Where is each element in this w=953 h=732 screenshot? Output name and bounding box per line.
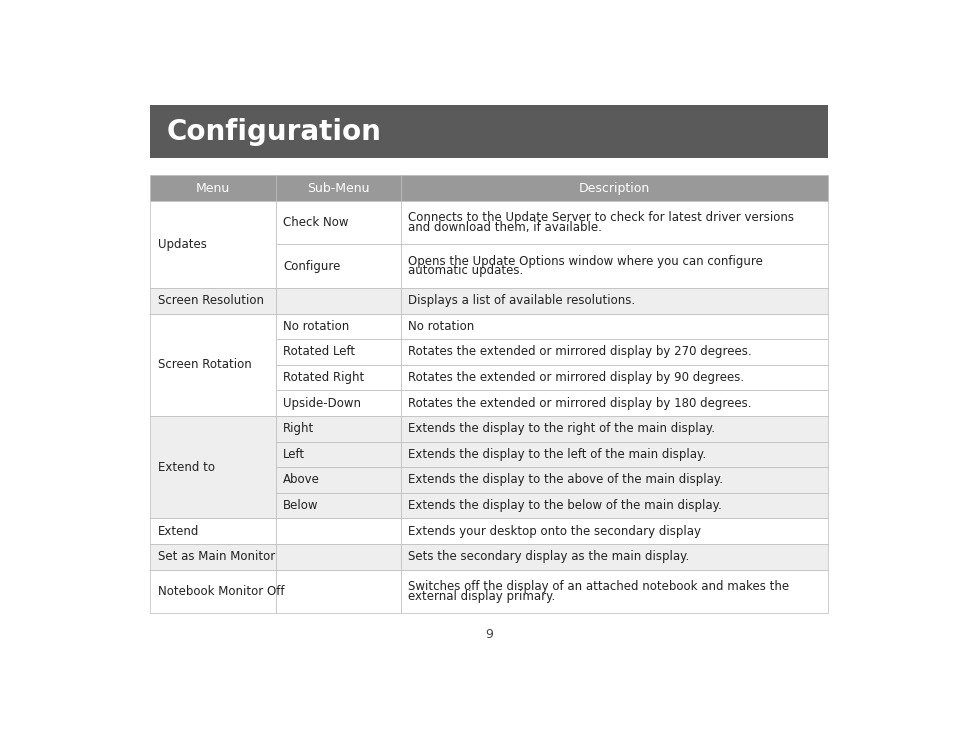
Text: Extends the display to the below of the main display.: Extends the display to the below of the … [408, 499, 721, 512]
Bar [275, 493, 400, 518]
Bar [151, 105, 826, 158]
Text: Rotates the extended or mirrored display by 180 degrees.: Rotates the extended or mirrored display… [408, 397, 751, 410]
Text: 9: 9 [484, 628, 493, 641]
Text: and download them, if available.: and download them, if available. [408, 221, 601, 234]
Text: Configure: Configure [283, 260, 340, 272]
Bar [400, 493, 826, 518]
Bar [275, 365, 400, 390]
Bar [400, 467, 826, 493]
Text: Sets the secondary display as the main display.: Sets the secondary display as the main d… [408, 550, 689, 564]
Bar [275, 441, 400, 467]
Bar [151, 416, 275, 518]
Text: Sub-Menu: Sub-Menu [307, 182, 369, 195]
Text: Switches off the display of an attached notebook and makes the: Switches off the display of an attached … [408, 580, 788, 593]
Bar [400, 365, 826, 390]
Bar [275, 518, 400, 544]
Text: Menu: Menu [195, 182, 230, 195]
Text: Extends the display to the left of the main display.: Extends the display to the left of the m… [408, 448, 705, 461]
Bar [400, 288, 826, 313]
Text: automatic updates.: automatic updates. [408, 264, 523, 277]
Bar [151, 288, 275, 313]
Text: No rotation: No rotation [408, 320, 474, 333]
Text: Rotates the extended or mirrored display by 90 degrees.: Rotates the extended or mirrored display… [408, 371, 743, 384]
Bar [275, 416, 400, 441]
Text: Rotated Right: Rotated Right [283, 371, 364, 384]
Text: Connects to the Update Server to check for latest driver versions: Connects to the Update Server to check f… [408, 212, 794, 224]
Text: Configuration: Configuration [167, 118, 381, 146]
Text: Extend: Extend [157, 525, 199, 538]
Bar [275, 313, 400, 339]
Bar [275, 201, 400, 244]
Bar [151, 313, 275, 416]
Text: Left: Left [283, 448, 305, 461]
Text: Extends the display to the right of the main display.: Extends the display to the right of the … [408, 422, 715, 436]
Bar [151, 175, 275, 201]
Text: external display primary.: external display primary. [408, 590, 555, 602]
Text: Right: Right [283, 422, 314, 436]
Bar [400, 201, 826, 244]
Text: Updates: Updates [157, 238, 207, 251]
Bar [400, 569, 826, 613]
Text: Extends your desktop onto the secondary display: Extends your desktop onto the secondary … [408, 525, 700, 538]
Bar [151, 544, 275, 569]
Bar [151, 518, 275, 544]
Bar [400, 441, 826, 467]
Text: Screen Rotation: Screen Rotation [157, 358, 252, 371]
Text: Above: Above [283, 474, 319, 487]
Bar [400, 390, 826, 416]
Bar [275, 467, 400, 493]
Text: Check Now: Check Now [283, 216, 348, 229]
Bar [400, 518, 826, 544]
Bar [275, 288, 400, 313]
Text: Extend to: Extend to [157, 460, 214, 474]
Text: Rotated Left: Rotated Left [283, 346, 355, 359]
Text: Extends the display to the above of the main display.: Extends the display to the above of the … [408, 474, 722, 487]
Bar [275, 175, 400, 201]
Text: Displays a list of available resolutions.: Displays a list of available resolutions… [408, 294, 635, 307]
Text: Below: Below [283, 499, 318, 512]
Bar [275, 390, 400, 416]
Text: Upside-Down: Upside-Down [283, 397, 360, 410]
Text: No rotation: No rotation [283, 320, 349, 333]
Bar [275, 244, 400, 288]
Text: Description: Description [578, 182, 649, 195]
Bar [151, 201, 275, 288]
Bar [400, 313, 826, 339]
Bar [400, 175, 826, 201]
Text: Set as Main Monitor: Set as Main Monitor [157, 550, 274, 564]
Bar [151, 569, 275, 613]
Bar [275, 569, 400, 613]
Text: Opens the Update Options window where you can configure: Opens the Update Options window where yo… [408, 255, 762, 268]
Text: Notebook Monitor Off: Notebook Monitor Off [157, 585, 284, 598]
Bar [400, 244, 826, 288]
Bar [275, 339, 400, 365]
Text: Screen Resolution: Screen Resolution [157, 294, 263, 307]
Bar [400, 416, 826, 441]
Bar [400, 339, 826, 365]
Text: Rotates the extended or mirrored display by 270 degrees.: Rotates the extended or mirrored display… [408, 346, 751, 359]
Bar [275, 544, 400, 569]
Bar [400, 544, 826, 569]
